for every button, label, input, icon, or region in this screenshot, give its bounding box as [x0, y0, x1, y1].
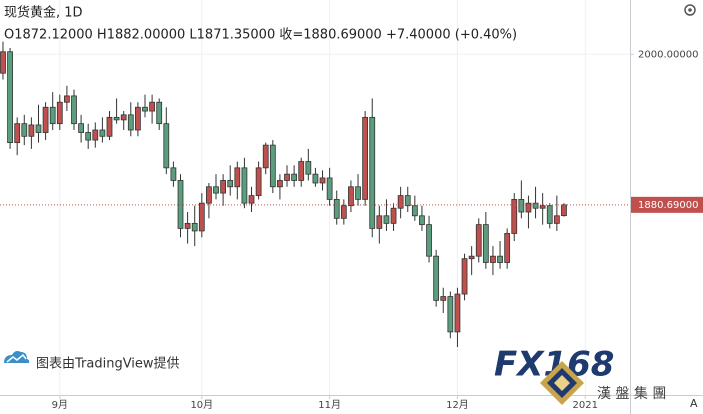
last-price-label: 1880.69000: [638, 200, 698, 211]
candle-body: [298, 161, 305, 181]
candle-body: [461, 258, 468, 295]
candle-body: [482, 224, 489, 263]
candle-body: [390, 207, 397, 224]
candle-body: [220, 180, 226, 194]
candle-body: [71, 95, 77, 125]
candle-body: [553, 215, 560, 224]
candle-body: [227, 180, 234, 188]
candle-body: [504, 233, 511, 263]
candle-body: [56, 101, 63, 125]
candle-body: [511, 198, 518, 234]
candle-body: [163, 123, 170, 169]
candle-body: [234, 167, 241, 188]
logo-subtitle: 漢 盤 集 團: [597, 385, 666, 402]
candle-body: [397, 195, 404, 209]
candle-body: [497, 255, 503, 263]
candle-body: [42, 106, 49, 133]
tradingview-logo: [4, 351, 30, 363]
x-tick-label: 9月: [52, 399, 68, 411]
auto-scale-button[interactable]: A: [690, 397, 698, 410]
candle-body: [269, 144, 276, 188]
candle-body: [156, 101, 163, 125]
candle-body: [78, 123, 84, 133]
candle-body: [411, 205, 418, 217]
candle-body: [184, 222, 191, 229]
candle-body: [312, 173, 319, 184]
candle-body: [49, 106, 56, 125]
x-tick-label: 2021: [573, 400, 598, 411]
candle-body: [149, 101, 155, 112]
candle-body: [170, 167, 177, 181]
x-tick-label: 11月: [318, 399, 341, 411]
candle-body: [284, 173, 290, 181]
candle-body: [191, 222, 198, 232]
x-tick-label: 12月: [446, 399, 469, 411]
candle-body: [92, 129, 99, 141]
candle-body: [277, 180, 283, 188]
candle-body: [546, 205, 553, 224]
candle-body: [206, 186, 212, 204]
candle-body: [35, 124, 42, 133]
candle-body: [539, 205, 546, 209]
candle-body: [362, 116, 369, 200]
candle-body: [319, 177, 326, 184]
candle-body: [113, 116, 120, 121]
candle-body: [475, 224, 482, 257]
candle-body: [333, 198, 340, 219]
candle-body: [355, 186, 361, 200]
candle-body: [241, 167, 248, 204]
candle-body: [21, 123, 28, 137]
candle-body: [490, 255, 496, 263]
x-tick-label: 10月: [190, 399, 213, 411]
candle-body: [326, 177, 333, 200]
candle-body: [127, 114, 134, 131]
candle-body: [248, 195, 255, 204]
candle-body: [433, 255, 440, 301]
candle-body: [106, 116, 113, 137]
candle-body: [383, 215, 390, 224]
candle-body: [447, 296, 454, 333]
candle-body: [348, 186, 354, 207]
candle-body: [99, 129, 106, 137]
candle-body: [85, 132, 92, 141]
chart-title: 现货黄金, 1D: [4, 5, 83, 21]
candle-body: [340, 205, 347, 219]
candle-body: [419, 215, 425, 226]
candle-body: [404, 195, 411, 207]
candle-body: [28, 124, 35, 137]
candle-body: [255, 167, 262, 197]
attribution-text: 图表由TradingView提供: [36, 356, 180, 372]
candle-body: [454, 293, 461, 333]
last-price-box: [631, 196, 703, 213]
candle-body: [262, 144, 269, 169]
candle-body: [369, 116, 376, 229]
candle-body: [305, 161, 312, 175]
logo-emblem: [540, 361, 584, 405]
candle-body: [64, 95, 70, 103]
candles: [0, 41, 567, 348]
candle-body: [142, 106, 148, 112]
candle-body: [426, 224, 432, 257]
candle-body: [532, 202, 539, 209]
candle-body: [7, 51, 13, 144]
candle-body: [525, 202, 532, 213]
candle-body: [0, 51, 6, 74]
candle-body: [198, 202, 205, 232]
settings-icon[interactable]: [684, 4, 696, 16]
candle-body: [561, 204, 567, 217]
candle-body: [14, 123, 21, 144]
ohlc-readout: O1872.12000 H1882.00000 L1871.35000 收=18…: [4, 28, 517, 43]
candle-body: [213, 186, 219, 194]
candle-body: [291, 173, 298, 181]
candle-body: [518, 198, 525, 213]
candle-body: [135, 106, 141, 131]
candle-body: [440, 296, 447, 301]
candle-body: [376, 215, 383, 229]
candle-body: [468, 255, 475, 260]
y-tick-label: 2000.00000: [638, 49, 698, 60]
candle-body: [120, 114, 127, 121]
